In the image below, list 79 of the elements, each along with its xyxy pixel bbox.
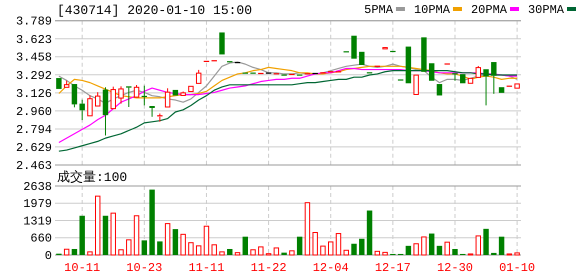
bar bbox=[126, 239, 132, 256]
bar bbox=[328, 241, 334, 256]
bar bbox=[64, 248, 70, 256]
bar bbox=[344, 250, 349, 256]
y-tick-label: 3.623 bbox=[16, 32, 52, 47]
bar bbox=[234, 252, 240, 256]
bar bbox=[406, 246, 412, 255]
bar bbox=[102, 216, 108, 255]
x-tick-label: 11-22 bbox=[250, 261, 287, 275]
y-tick-label: 2.629 bbox=[16, 140, 52, 155]
bar bbox=[227, 248, 232, 255]
bar bbox=[110, 212, 116, 256]
legend-label: 10PMA bbox=[414, 3, 451, 17]
bar bbox=[359, 238, 364, 255]
bar bbox=[336, 233, 342, 256]
bar bbox=[79, 216, 85, 255]
bar bbox=[164, 223, 170, 256]
bar bbox=[196, 245, 202, 256]
x-tick-label: 10-23 bbox=[126, 261, 162, 275]
bar bbox=[188, 242, 194, 256]
bar bbox=[72, 248, 78, 255]
y-tick-label: 2.463 bbox=[16, 159, 52, 173]
y-tick-label: 3.126 bbox=[16, 86, 52, 101]
bar bbox=[413, 243, 419, 256]
bar bbox=[444, 242, 450, 256]
bar bbox=[219, 251, 225, 256]
bar bbox=[366, 210, 372, 255]
bar bbox=[374, 250, 380, 256]
x-tick-label: 01-10 bbox=[499, 261, 536, 275]
bar bbox=[436, 246, 442, 255]
bar bbox=[180, 234, 186, 256]
y-tick-label: 2.960 bbox=[16, 104, 52, 119]
x-tick-label: 12-30 bbox=[436, 261, 473, 275]
y-tick-label: 3.292 bbox=[16, 68, 52, 83]
y-tick-label: 1979 bbox=[23, 197, 52, 212]
bar bbox=[514, 252, 520, 256]
bar bbox=[157, 241, 163, 255]
legend-label: 20PMA bbox=[470, 3, 508, 17]
bar bbox=[172, 229, 178, 255]
bar bbox=[498, 236, 504, 255]
y-tick-label: 3.789 bbox=[16, 14, 52, 29]
bar bbox=[296, 236, 302, 255]
bar bbox=[118, 249, 124, 256]
bar bbox=[428, 234, 434, 255]
bar bbox=[149, 190, 155, 255]
legend-label: 30PMA bbox=[528, 3, 565, 17]
legend-label: 5PMA bbox=[364, 3, 394, 17]
bar bbox=[204, 226, 210, 256]
x-tick-label: 12-04 bbox=[312, 261, 349, 275]
bar bbox=[382, 252, 388, 256]
y-tick-label: 660 bbox=[30, 232, 52, 246]
bar bbox=[142, 240, 148, 255]
bar bbox=[320, 246, 326, 256]
y-tick-label: 0 bbox=[44, 249, 52, 263]
bar bbox=[289, 250, 295, 256]
bar bbox=[242, 236, 248, 255]
bar bbox=[351, 244, 357, 255]
bar bbox=[476, 235, 481, 256]
y-tick-label: 1319 bbox=[23, 214, 52, 228]
bar bbox=[212, 244, 217, 256]
bar bbox=[452, 248, 458, 255]
bar bbox=[258, 246, 264, 256]
bar bbox=[95, 196, 100, 256]
bar bbox=[483, 228, 489, 255]
y-tick-label: 3.458 bbox=[16, 50, 52, 65]
x-tick-label: 12-17 bbox=[374, 261, 411, 275]
x-tick-label: 11-11 bbox=[188, 261, 224, 275]
chart-title: [430714] 2020-01-10 15:00 bbox=[57, 3, 252, 18]
bar bbox=[274, 247, 280, 256]
bar bbox=[87, 251, 93, 256]
y-tick-label: 2.794 bbox=[16, 122, 52, 137]
chart-title: 成交量:100 bbox=[57, 169, 128, 185]
bar bbox=[250, 249, 256, 256]
bar bbox=[304, 202, 310, 256]
x-tick-label: 10-11 bbox=[64, 261, 100, 275]
bar bbox=[134, 215, 140, 256]
y-tick-label: 2638 bbox=[23, 180, 52, 194]
bar bbox=[312, 232, 318, 256]
bar bbox=[421, 236, 427, 256]
